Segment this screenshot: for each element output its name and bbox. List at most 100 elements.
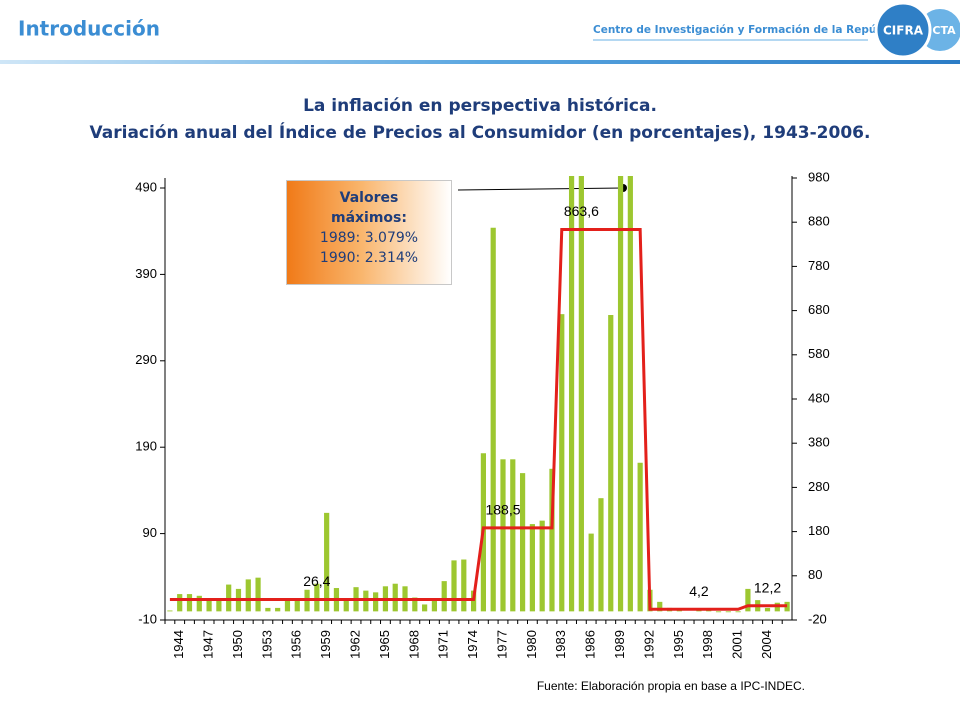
bar [617, 176, 624, 612]
annotation-title: Valores máximos: [330, 190, 407, 226]
x-tick-label: 1962 [347, 630, 362, 659]
y2-tick-label: 80 [808, 567, 822, 582]
org-name: Centro de Investigación y Formación de l… [593, 24, 960, 36]
bar [412, 597, 418, 612]
x-tick-label: 1944 [171, 630, 186, 659]
x-tick-label: 1953 [259, 630, 274, 659]
y2-tick-label: 580 [808, 346, 830, 361]
x-tick-label: 1989 [612, 630, 627, 659]
x-tick-label: 2004 [759, 630, 774, 659]
annotation-line: 1989: 3.079% [319, 230, 419, 246]
chart-title: La inflación en perspectiva histórica. [303, 96, 657, 116]
bar [167, 610, 173, 612]
y2-tick-label: 880 [808, 214, 830, 229]
bar [245, 579, 251, 612]
bar [588, 533, 594, 612]
bar [559, 314, 565, 612]
bar [431, 599, 438, 612]
x-tick-label: 1977 [494, 630, 509, 659]
y-tick-label: 90 [143, 525, 157, 540]
bar [422, 604, 428, 612]
bar [715, 611, 722, 613]
x-tick-label: 1974 [465, 630, 480, 659]
y2-tick-label: 180 [808, 523, 830, 538]
y2-tick-label: -20 [808, 611, 827, 626]
bar [568, 176, 575, 612]
bar [745, 588, 751, 612]
bar [608, 315, 614, 612]
bar [549, 468, 555, 612]
bar [519, 473, 526, 612]
x-tick-label: 1959 [318, 630, 333, 659]
data-label: 12,2 [754, 579, 781, 595]
bar [696, 610, 702, 612]
bar [363, 590, 369, 612]
step-line [169, 227, 788, 611]
bar [735, 611, 741, 613]
bar [598, 498, 604, 612]
y-tick-label: 390 [135, 266, 157, 281]
x-tick-label: 1968 [406, 630, 421, 659]
x-tick-label: 1995 [671, 630, 686, 659]
bar [255, 577, 261, 612]
bar [627, 176, 633, 612]
x-tick-label: 1950 [230, 630, 245, 659]
bar [265, 607, 271, 612]
x-tick-label: 1986 [583, 630, 598, 659]
y2-tick-label: 380 [808, 435, 830, 450]
bar [186, 594, 193, 612]
bar [226, 584, 232, 612]
bar [275, 607, 281, 612]
y2-tick-label: 980 [808, 169, 830, 184]
x-tick-label: 1956 [289, 630, 304, 659]
x-tick-label: 1980 [524, 630, 539, 659]
x-tick-label: 1947 [201, 630, 216, 659]
y2-tick-label: 680 [808, 302, 830, 317]
y2-tick-label: 480 [808, 390, 830, 405]
logo-text: CTA [932, 24, 956, 37]
bar [706, 610, 712, 612]
bar [284, 600, 291, 612]
x-tick-label: 1965 [377, 630, 392, 659]
y-tick-label: -10 [138, 611, 157, 626]
bar [441, 581, 447, 612]
data-label: 4,2 [689, 583, 709, 599]
logo-circle [874, 1, 932, 59]
y2-tick-label: 780 [808, 258, 830, 273]
x-tick-label: 2001 [730, 630, 745, 659]
x-tick-label: 1998 [700, 630, 715, 659]
header-rule [0, 60, 960, 64]
bar [725, 611, 731, 613]
bar [490, 227, 496, 612]
bar [657, 601, 663, 612]
bar [206, 599, 212, 612]
annotation-box: Valores máximos: 1989: 3.079% 1990: 2.31… [286, 180, 452, 285]
bar [392, 583, 398, 612]
leader-line [457, 187, 624, 191]
bar [637, 462, 643, 612]
annotation-line: 1990: 2.314% [319, 250, 419, 266]
bar [461, 559, 467, 612]
x-tick-label: 1971 [436, 630, 451, 659]
data-label: 188,5 [485, 502, 520, 518]
bar [324, 512, 330, 612]
y-tick-label: 290 [135, 352, 157, 367]
bar [177, 594, 183, 612]
bar [216, 600, 222, 612]
bar [451, 560, 457, 612]
bar [196, 595, 202, 612]
bar [314, 583, 320, 612]
bar [500, 459, 506, 612]
data-label: 863,6 [564, 203, 599, 219]
y2-tick-label: 280 [808, 479, 830, 494]
bar [471, 590, 477, 612]
bar [373, 592, 379, 612]
bar [510, 459, 516, 612]
data-label: 26,4 [303, 573, 330, 589]
y-tick-label: 190 [135, 439, 157, 454]
source-note: Fuente: Elaboración propia en base a IPC… [537, 679, 805, 693]
plot-area [167, 176, 790, 613]
x-tick-label: 1992 [641, 630, 656, 659]
header-title: Introducción [18, 17, 160, 41]
